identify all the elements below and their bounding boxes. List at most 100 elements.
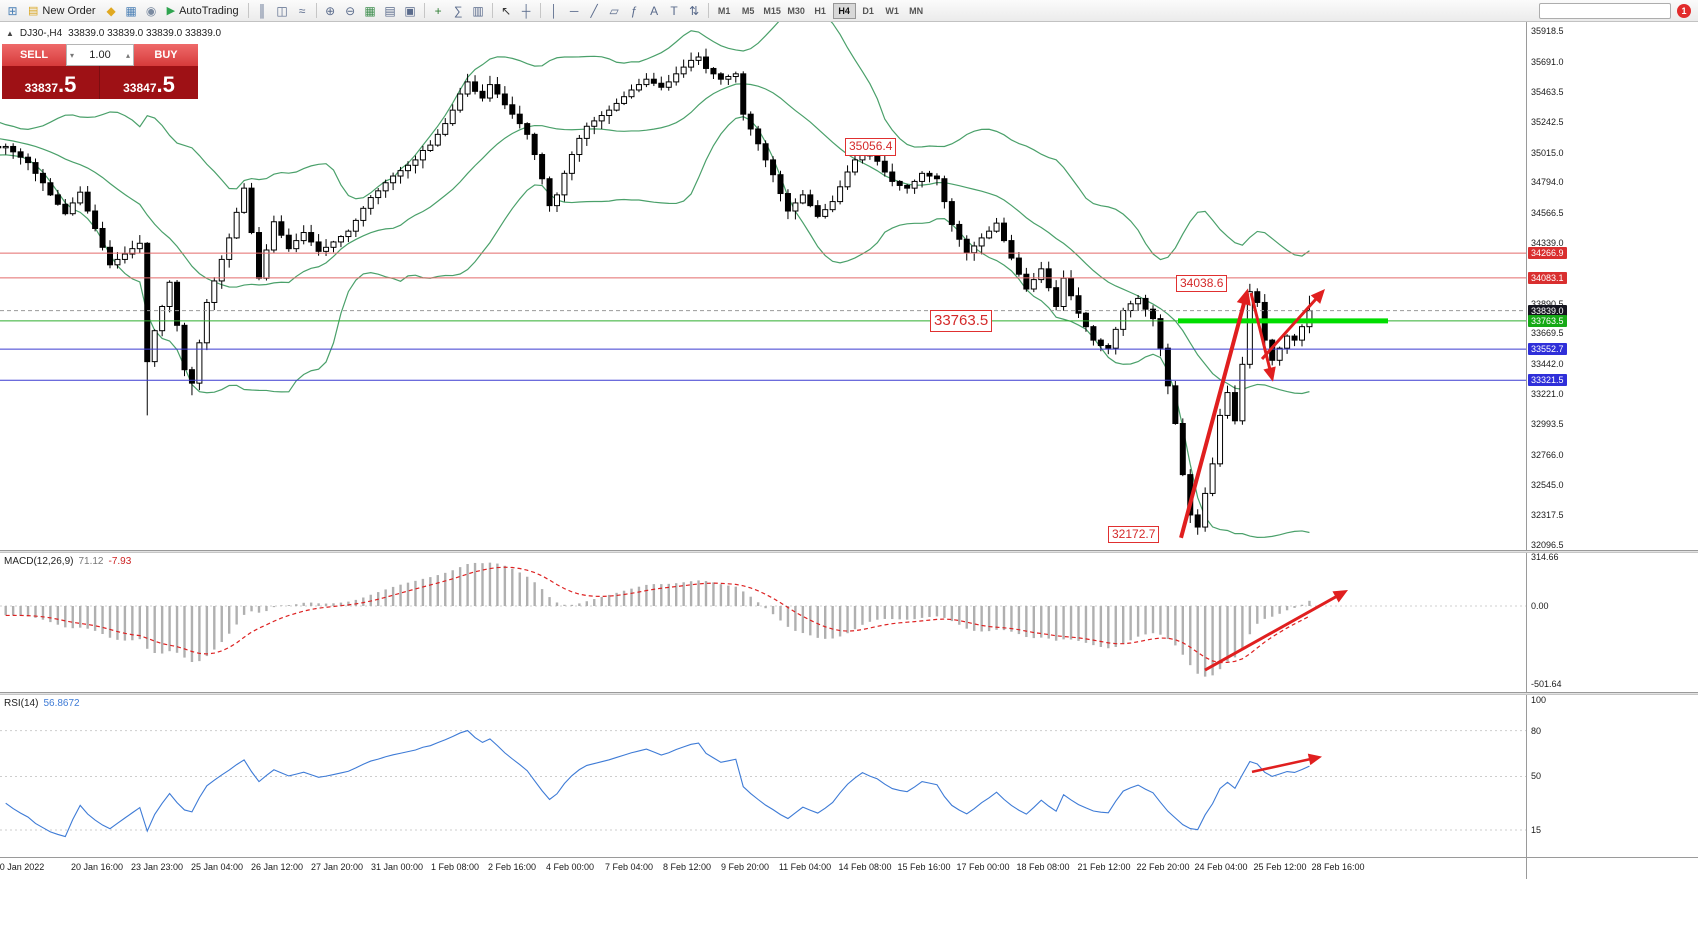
tile-windows-icon[interactable]: ▦: [364, 3, 376, 18]
search-input[interactable]: [1546, 5, 1678, 17]
search-box[interactable]: [1539, 3, 1678, 19]
cursor-icon[interactable]: ↖: [501, 3, 512, 18]
zoom-out-icon[interactable]: ⊖: [345, 3, 356, 18]
price-axis-label: 32096.5: [1531, 540, 1564, 550]
timeframe-button-d1[interactable]: D1: [862, 5, 874, 16]
navigator-icon[interactable]: ◉: [145, 3, 157, 18]
price-axis-label: 32317.5: [1531, 510, 1564, 521]
price-callout[interactable]: 34038.6: [1176, 274, 1228, 293]
trade-prices-row: 33837.5 33847.5: [2, 66, 198, 99]
timeframe-button-h1[interactable]: H1: [814, 5, 826, 16]
vertical-line-icon[interactable]: │: [550, 3, 558, 18]
equidistant-channel-icon[interactable]: ▱: [609, 3, 619, 18]
timeframe-button-m1[interactable]: M1: [717, 5, 731, 16]
price-axis-label: 32766.0: [1531, 449, 1564, 460]
autotrading-button[interactable]: ▶ AutoTrading: [162, 2, 244, 20]
volume-value[interactable]: 1.00: [89, 49, 111, 61]
add-indicator-icon[interactable]: +: [434, 3, 442, 18]
price-chart-plot[interactable]: [0, 22, 1526, 550]
sell-price[interactable]: 33837.5: [2, 66, 100, 99]
zoom-in-icon[interactable]: ⊕: [325, 3, 336, 18]
toolbar-separator: [491, 3, 493, 18]
text-label-icon[interactable]: T: [670, 3, 678, 18]
price-axis-label: 35463.5: [1531, 87, 1564, 98]
price-callout[interactable]: 35056.4: [845, 137, 897, 156]
timeframe-button-m5[interactable]: M5: [741, 5, 755, 16]
time-axis-label: 18 Feb 08:00: [1016, 862, 1070, 872]
macd-plot[interactable]: [0, 553, 1526, 693]
market-watch-icon[interactable]: ▦: [125, 3, 137, 18]
time-axis-label: 26 Jan 12:00: [250, 862, 304, 872]
trend-arrows-layer[interactable]: [1179, 288, 1325, 539]
sell-button[interactable]: SELL: [2, 44, 66, 66]
arrows-tool-icon[interactable]: ⇅: [689, 3, 700, 18]
price-axis-label: 35918.5: [1531, 26, 1564, 36]
metaeditor-icon[interactable]: ◆: [106, 3, 116, 18]
price-axis-label: 34566.5: [1531, 207, 1564, 218]
price-axis-tag: 33763.5: [1528, 314, 1567, 327]
price-axis-label: 33221.0: [1531, 388, 1564, 399]
sell-price-main: 33837: [24, 81, 58, 95]
rsi-arrow-layer[interactable]: [1251, 753, 1322, 774]
line-chart-icon[interactable]: ≈: [298, 3, 306, 18]
time-axis-label: 21 Feb 12:00: [1077, 862, 1131, 872]
price-callout[interactable]: 33763.5: [930, 310, 993, 332]
time-axis-label: 28 Feb 16:00: [1311, 862, 1365, 872]
price-callout[interactable]: 32172.7: [1108, 525, 1160, 544]
new-chart-icon[interactable]: ⊞: [7, 3, 18, 18]
volume-input[interactable]: ▾ 1.00 ▴: [66, 44, 134, 66]
price-axis-label: 33442.0: [1531, 359, 1564, 370]
time-axis-label: 4 Feb 00:00: [545, 862, 595, 872]
panel-separator[interactable]: [0, 550, 1698, 553]
autotrading-label: AutoTrading: [179, 4, 239, 17]
templates-icon[interactable]: ▥: [472, 3, 484, 18]
main-toolbar: ⊞ ▤ New Order ◆ ▦ ◉ ▶ AutoTrading ║ ◫ ≈ ⊕ ⊖ ▦ ▤ ▣ + ∑ ▥ ↖ ┼ │…: [0, 0, 1698, 22]
price-chart-overlay: 35056.4 34038.6 33763.5 32172.7: [0, 22, 1526, 550]
indicators-icon[interactable]: ∑: [453, 3, 463, 18]
data-window-icon[interactable]: ▤: [384, 3, 396, 18]
candles-layer: [0, 48, 1313, 535]
notification-badge[interactable]: 1: [1677, 4, 1691, 18]
time-axis-label: 0 Jan 2022: [0, 862, 45, 872]
rsi-axis-label: 50: [1531, 771, 1542, 782]
time-axis[interactable]: 0 Jan 2022 20 Jan 16:00 23 Jan 23:00 25 Jan…: [0, 857, 1698, 879]
buy-price[interactable]: 33847.5: [100, 66, 198, 99]
rsi-plot[interactable]: [0, 695, 1526, 857]
new-order-button[interactable]: ▤ New Order: [23, 2, 101, 20]
buy-price-pips: .5: [156, 72, 175, 97]
strategy-tester-icon[interactable]: ▣: [404, 3, 416, 18]
buy-button[interactable]: BUY: [134, 44, 198, 66]
rsi-panel: RSI(14) 56.8672: [0, 695, 1526, 857]
timeframe-button-h4[interactable]: H4: [832, 2, 856, 19]
oneclick-toggle-icon[interactable]: ▲: [6, 29, 14, 38]
crosshair-icon[interactable]: ┼: [521, 3, 531, 18]
price-axis-label: 35015.0: [1531, 147, 1564, 158]
bar-chart-icon[interactable]: ║: [257, 3, 267, 18]
autotrading-icon: ▶: [166, 5, 176, 17]
toolbar-separator: [315, 3, 317, 18]
time-axis-label: 8 Feb 12:00: [662, 862, 712, 872]
price-axis-label: 33890.5: [1531, 298, 1564, 309]
timeframe-button-m30[interactable]: M30: [787, 5, 805, 16]
macd-arrow-layer[interactable]: [1204, 590, 1348, 672]
price-axis-label: 33669.5: [1531, 328, 1564, 339]
bollinger-lower-band: [0, 116, 1310, 538]
macd-axis-label: 314.66: [1531, 553, 1559, 563]
trendline-icon[interactable]: ╱: [590, 3, 598, 18]
volume-down-icon[interactable]: ▾: [70, 50, 75, 60]
trade-buttons-row: SELL ▾ 1.00 ▴ BUY: [2, 44, 198, 66]
time-axis-label: 25 Feb 12:00: [1253, 862, 1307, 872]
timeframe-button-m15[interactable]: M15: [763, 5, 781, 16]
macd-name: MACD(12,26,9): [4, 556, 74, 567]
text-icon[interactable]: A: [650, 3, 659, 18]
horizontal-lines-layer[interactable]: [0, 252, 1526, 381]
candlestick-chart-icon[interactable]: ◫: [276, 3, 288, 18]
price-axis-tag: 33321.5: [1528, 374, 1567, 387]
timeframe-button-w1[interactable]: W1: [885, 5, 899, 16]
time-axis-label: 11 Feb 04:00: [778, 862, 832, 872]
volume-up-icon[interactable]: ▴: [125, 50, 130, 60]
timeframe-button-mn[interactable]: MN: [909, 5, 924, 16]
horizontal-line-icon[interactable]: ─: [569, 3, 579, 18]
panel-separator[interactable]: [0, 692, 1698, 695]
fibonacci-icon[interactable]: ƒ: [630, 3, 638, 18]
